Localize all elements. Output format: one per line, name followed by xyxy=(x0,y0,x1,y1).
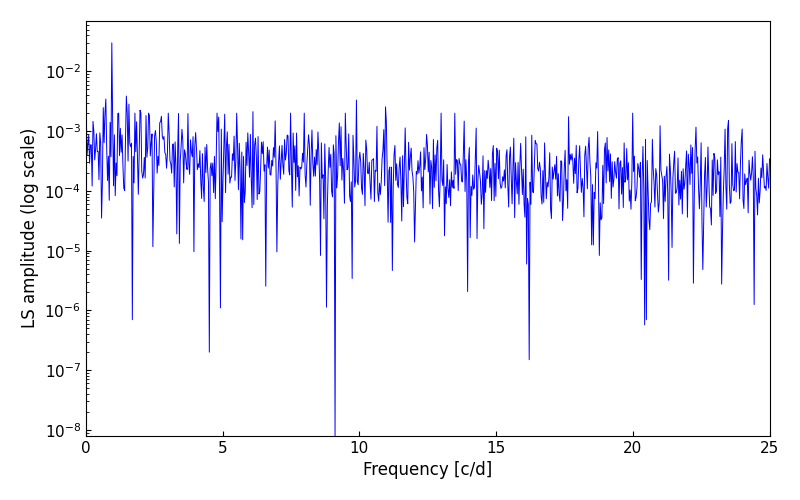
Y-axis label: LS amplitude (log scale): LS amplitude (log scale) xyxy=(21,128,39,328)
X-axis label: Frequency [c/d]: Frequency [c/d] xyxy=(363,461,492,479)
